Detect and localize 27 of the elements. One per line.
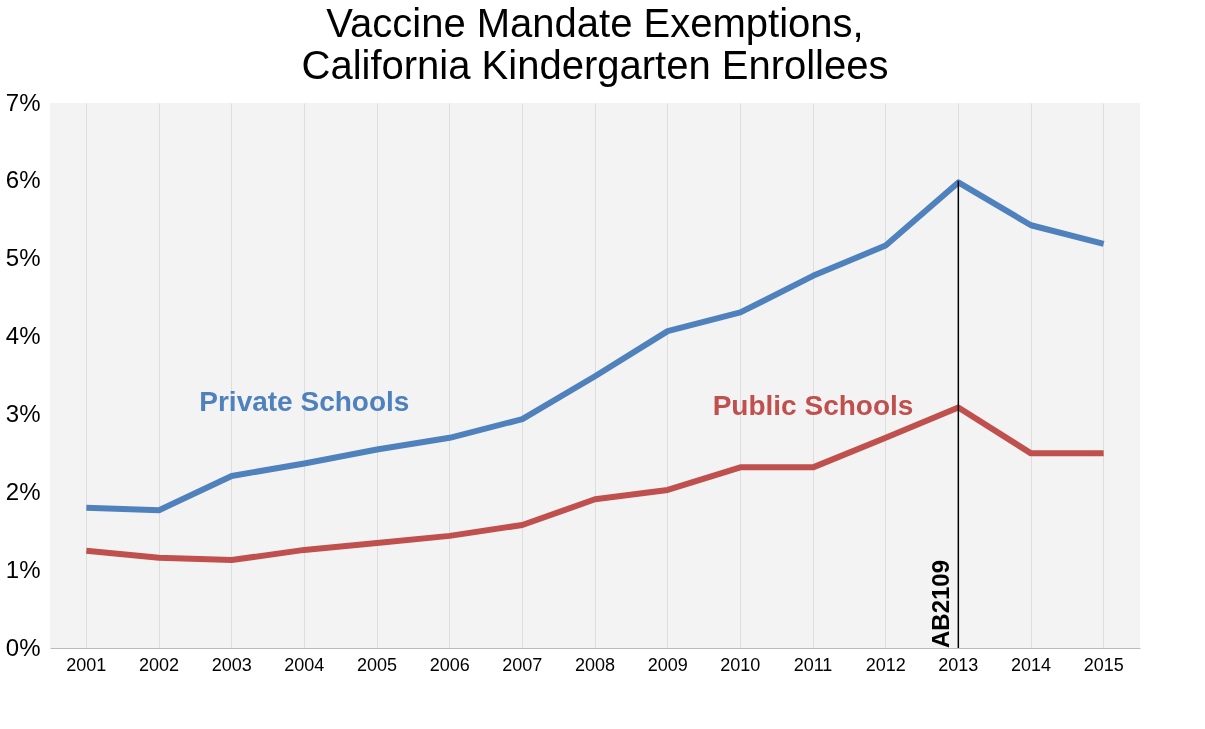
- series-label: Private Schools: [199, 386, 410, 418]
- x-tick-label: 2008: [574, 654, 616, 675]
- chart-title: Vaccine Mandate Exemptions, California Kindergarten Enrollees: [301, 1, 889, 87]
- x-tick-label: 2012: [865, 654, 906, 675]
- y-tick-label: 2%: [5, 477, 41, 505]
- x-tick-label: 2002: [138, 654, 180, 675]
- x-tick-label: 2005: [356, 654, 398, 675]
- y-tick-label: 5%: [5, 244, 41, 272]
- x-tick-label: 2009: [647, 654, 688, 675]
- x-tick-label: 2006: [429, 654, 470, 675]
- x-tick-label: 2003: [211, 654, 252, 675]
- x-tick-label: 2001: [66, 654, 107, 675]
- x-tick-label: 2013: [938, 654, 979, 675]
- y-tick-label: 0%: [5, 633, 41, 661]
- x-tick-label: 2011: [793, 654, 833, 675]
- y-tick-label: 6%: [5, 166, 41, 194]
- y-tick-label: 7%: [5, 88, 41, 116]
- x-tick-label: 2007: [502, 654, 543, 675]
- y-tick-label: 4%: [5, 322, 41, 350]
- ref-line-label: AB2109: [927, 559, 955, 648]
- x-tick-label: 2010: [720, 654, 761, 675]
- y-tick-label: 3%: [5, 399, 41, 427]
- x-tick-label: 2004: [284, 654, 325, 675]
- series-label: Public Schools: [712, 390, 914, 422]
- y-tick-label: 1%: [5, 555, 41, 583]
- x-tick-label: 2015: [1083, 654, 1124, 675]
- x-tick-label: 2014: [1010, 654, 1052, 675]
